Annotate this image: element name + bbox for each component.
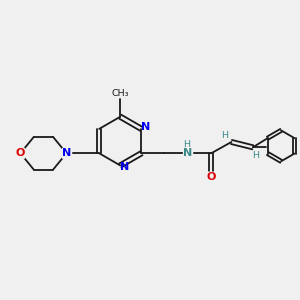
Text: O: O [15,148,25,158]
Text: CH₃: CH₃ [112,89,129,98]
Text: H: H [183,140,190,149]
Text: H: H [221,131,228,140]
Text: O: O [206,172,216,182]
Text: N: N [62,148,72,158]
Text: N: N [141,122,150,132]
Text: N: N [119,162,129,172]
Text: N: N [183,148,193,158]
Text: H: H [252,151,259,160]
